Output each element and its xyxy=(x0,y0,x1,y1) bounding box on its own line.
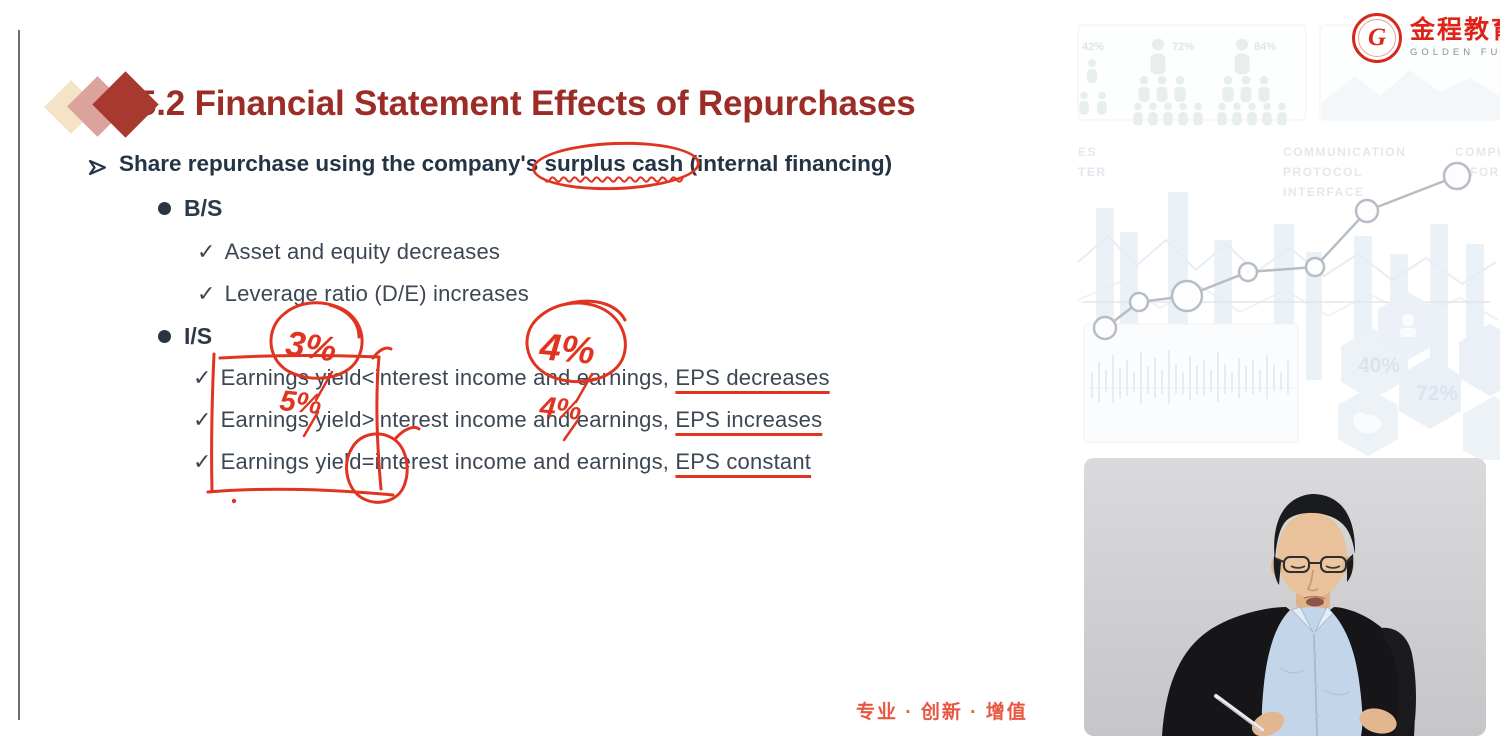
red-box-top xyxy=(218,354,381,360)
people-stats-panel xyxy=(1077,24,1307,121)
check-icon: ✓ xyxy=(197,281,216,306)
watermark-word: PROTOCOL xyxy=(1283,165,1363,179)
check-icon: ✓ xyxy=(193,407,212,432)
eps-effect: EPS constant xyxy=(675,449,812,474)
bar-chart-watermark xyxy=(1096,192,1484,380)
mountain-shape xyxy=(1322,70,1500,120)
lead-bullet-text: Share repurchase using the company's sur… xyxy=(119,139,892,193)
shirt xyxy=(1252,607,1371,736)
red-dot xyxy=(231,498,237,504)
watermark-word: TER xyxy=(1078,165,1107,179)
section-bs-label: B/S xyxy=(184,195,223,221)
people-icons xyxy=(1079,38,1287,126)
check-icon: ✓ xyxy=(193,449,212,474)
watermark-word: INFORMATION xyxy=(1455,165,1500,179)
list-item: ✓ Leverage ratio (D/E) increases xyxy=(197,281,529,306)
section-bs: B/S xyxy=(158,195,222,222)
instructor-illustration xyxy=(1084,458,1486,736)
zigzag-lines xyxy=(1077,234,1499,321)
watermark-word: COMMUNICATION xyxy=(1283,145,1406,159)
arrow-bullet-icon xyxy=(88,156,107,182)
instructor-webcam-video xyxy=(1084,458,1486,736)
list-item: ✓ Earnings yield<interest income and earn… xyxy=(193,365,830,390)
surplus-cash-circled: surplus cash xyxy=(530,139,701,193)
mouth xyxy=(1306,597,1324,607)
candlestick-panel xyxy=(1083,323,1299,443)
red-box-bottom xyxy=(206,487,395,497)
left-edge-rule xyxy=(18,30,20,720)
hex-percent-2: 72% xyxy=(1416,382,1458,405)
watermark-word: COMPUTER xyxy=(1455,145,1500,159)
brand-seal-icon: G xyxy=(1352,13,1402,63)
background-watermark: 42% 72% 84% ES TER COMMUNICATION PROTOCO… xyxy=(1077,24,1500,460)
jacket-right xyxy=(1330,607,1415,736)
line-chart-watermark xyxy=(1092,161,1472,341)
check-icon: ✓ xyxy=(197,239,216,264)
glasses xyxy=(1276,556,1354,573)
bullet-dot-icon xyxy=(158,202,171,215)
watermark-word: ES xyxy=(1078,145,1097,159)
bullet-dot-icon xyxy=(158,330,171,343)
hexagon-cluster: 40% 72% xyxy=(1338,292,1500,460)
people-percent-1: 42% xyxy=(1082,41,1104,53)
check-icon: ✓ xyxy=(193,365,212,390)
hex-percent-1: 40% xyxy=(1358,354,1400,377)
watermark-word: INTERFACE xyxy=(1283,185,1365,199)
jacket-left xyxy=(1162,607,1290,736)
list-item: ✓ Earnings yield>interest income and earn… xyxy=(193,407,823,432)
lead-bullet: Share repurchase using the company's sur… xyxy=(88,139,892,193)
page-title: 5.2 Financial Statement Effects of Repur… xyxy=(137,84,916,123)
annotation-3pct: 3% xyxy=(283,324,339,370)
pen xyxy=(1214,694,1264,732)
eps-effect: EPS decreases xyxy=(675,365,830,390)
people-percent-2: 72% xyxy=(1172,41,1194,53)
section-is: I/S xyxy=(158,323,212,350)
right-hand xyxy=(1359,708,1397,734)
footer-slogan: 专业 · 创新 · 增值 xyxy=(856,702,1028,723)
face xyxy=(1277,512,1347,598)
hair xyxy=(1274,494,1356,562)
eps-effect: EPS increases xyxy=(675,407,823,432)
brand-logo: G 金程教育® GOLDEN FUTURE xyxy=(1352,13,1500,63)
section-is-label: I/S xyxy=(184,323,213,349)
list-item: ✓ Earnings yield=interest income and earn… xyxy=(193,449,812,474)
brand-name-en: GOLDEN FUTURE xyxy=(1410,47,1500,58)
candlesticks xyxy=(1091,350,1289,404)
people-percent-3: 84% xyxy=(1254,41,1276,53)
brand-name-cn: 金程教育® xyxy=(1410,16,1500,44)
list-item: ✓ Asset and equity decreases xyxy=(197,239,501,264)
